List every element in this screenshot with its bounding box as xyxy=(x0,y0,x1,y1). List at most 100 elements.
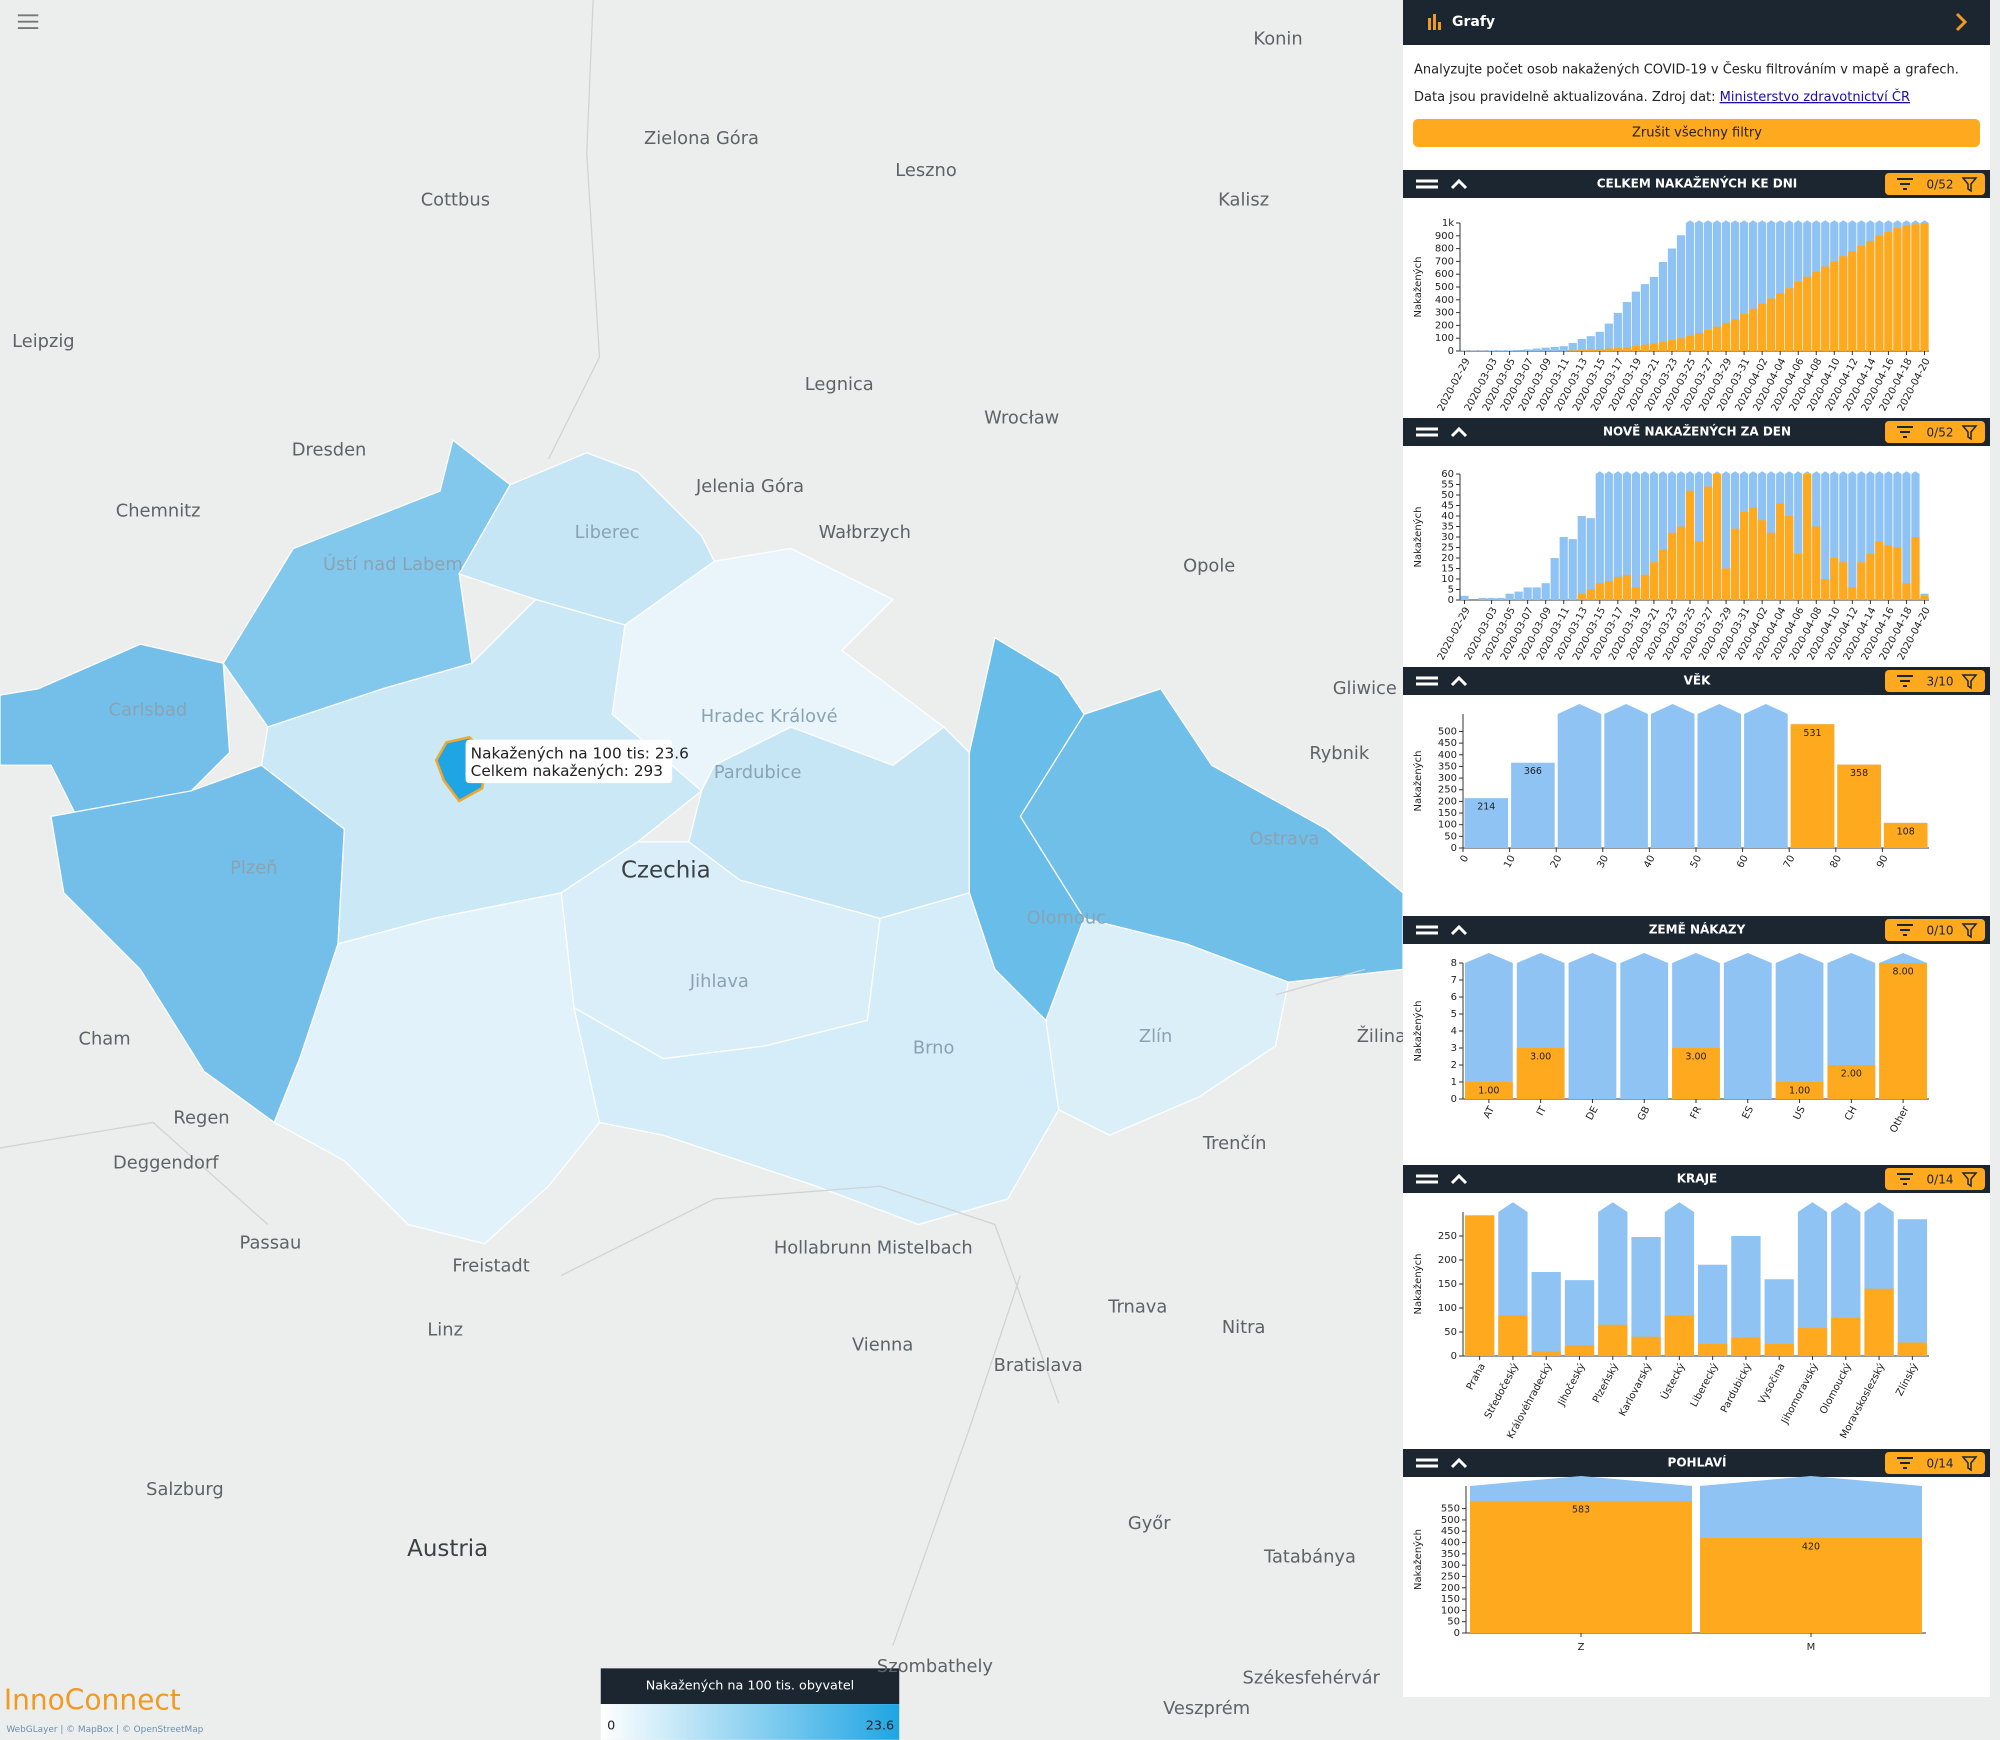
bar[interactable] xyxy=(1739,313,1749,351)
bar[interactable] xyxy=(1883,822,1928,848)
bar[interactable] xyxy=(1622,574,1631,600)
bar[interactable] xyxy=(1598,1202,1628,1356)
bar[interactable] xyxy=(1902,225,1911,351)
bar[interactable] xyxy=(1672,1048,1720,1099)
bar[interactable] xyxy=(1550,346,1559,351)
bar[interactable] xyxy=(1559,537,1568,600)
bar[interactable] xyxy=(1577,516,1586,600)
bar[interactable] xyxy=(1893,547,1902,601)
filter-clear-icon[interactable] xyxy=(1961,1456,1978,1472)
bar[interactable] xyxy=(1866,553,1875,600)
bar[interactable] xyxy=(1568,539,1577,600)
bar[interactable] xyxy=(1676,338,1686,351)
bar[interactable] xyxy=(1465,1215,1495,1356)
bar[interactable] xyxy=(1586,336,1595,351)
bar[interactable] xyxy=(1703,486,1713,600)
bar[interactable] xyxy=(1830,558,1839,600)
bar[interactable] xyxy=(1712,474,1722,600)
bar[interactable] xyxy=(1794,281,1803,351)
bar[interactable] xyxy=(1487,597,1496,600)
drag-handle[interactable] xyxy=(1416,179,1438,189)
bar[interactable] xyxy=(1749,507,1758,600)
bar[interactable] xyxy=(1703,220,1713,351)
bar[interactable] xyxy=(1685,335,1695,351)
bar[interactable] xyxy=(1848,251,1857,351)
filter-icon[interactable] xyxy=(1897,675,1913,687)
clear-filters-label[interactable]: Zrušit všechny filtry xyxy=(1632,126,1762,141)
filter-count[interactable]: 0/14 xyxy=(1927,1173,1954,1187)
bar[interactable] xyxy=(1622,347,1631,351)
collapse-chevron[interactable] xyxy=(1450,1457,1468,1469)
filter-icon[interactable] xyxy=(1897,426,1913,438)
collapse-chevron[interactable] xyxy=(1450,675,1468,687)
bar[interactable] xyxy=(1557,704,1602,848)
bar[interactable] xyxy=(1764,1344,1794,1356)
bar[interactable] xyxy=(1505,593,1514,600)
bar[interactable] xyxy=(1812,271,1821,351)
bar[interactable] xyxy=(1487,350,1496,351)
bar[interactable] xyxy=(1550,558,1559,600)
bar[interactable] xyxy=(1879,963,1927,1099)
filter-count[interactable]: 0/10 xyxy=(1927,924,1954,938)
bar[interactable] xyxy=(1864,1288,1894,1356)
bar[interactable] xyxy=(1803,474,1812,600)
bar[interactable] xyxy=(1685,490,1695,600)
bar[interactable] xyxy=(1875,541,1884,600)
bar[interactable] xyxy=(1767,298,1776,351)
filter-icon[interactable] xyxy=(1897,178,1913,190)
filter-clear-icon[interactable] xyxy=(1961,177,1978,193)
bar[interactable] xyxy=(1721,322,1731,351)
collapse-button[interactable] xyxy=(1955,12,1968,32)
bar[interactable] xyxy=(1613,576,1622,600)
drag-handle[interactable] xyxy=(1416,925,1438,935)
bar[interactable] xyxy=(1776,293,1785,351)
bar[interactable] xyxy=(1911,537,1920,600)
bar[interactable] xyxy=(1694,220,1704,351)
bar[interactable] xyxy=(1884,545,1893,600)
bar[interactable] xyxy=(1577,338,1586,351)
source-link[interactable]: Ministerstvo zdravotnictví ČR xyxy=(1720,89,1910,105)
bar[interactable] xyxy=(1839,562,1848,600)
collapse-chevron[interactable] xyxy=(1450,924,1468,936)
bar[interactable] xyxy=(1568,350,1577,351)
bar[interactable] xyxy=(1604,348,1613,351)
bar[interactable] xyxy=(1613,312,1622,351)
bar[interactable] xyxy=(1523,587,1532,600)
bar[interactable] xyxy=(1911,224,1920,351)
bar[interactable] xyxy=(1613,347,1622,351)
filter-count[interactable]: 0/52 xyxy=(1927,178,1954,192)
bar[interactable] xyxy=(1460,595,1469,600)
bar[interactable] xyxy=(1465,1082,1513,1099)
bar[interactable] xyxy=(1797,1202,1828,1356)
bar[interactable] xyxy=(1559,346,1568,351)
bar[interactable] xyxy=(1640,471,1650,600)
menu-icon[interactable] xyxy=(17,14,39,30)
bar[interactable] xyxy=(1649,277,1659,351)
bar[interactable] xyxy=(1631,291,1640,351)
bar[interactable] xyxy=(1604,323,1613,351)
bar[interactable] xyxy=(1664,1315,1694,1356)
bar[interactable] xyxy=(1749,308,1758,351)
bar[interactable] xyxy=(1650,704,1695,848)
bar[interactable] xyxy=(1730,528,1740,600)
bar[interactable] xyxy=(1776,503,1785,600)
bar[interactable] xyxy=(1694,541,1704,600)
bar[interactable] xyxy=(1764,1279,1794,1356)
bar[interactable] xyxy=(1586,349,1595,351)
bar[interactable] xyxy=(1790,724,1835,848)
bar[interactable] xyxy=(1794,553,1803,600)
bar[interactable] xyxy=(1604,704,1648,848)
drag-handle[interactable] xyxy=(1416,1174,1438,1184)
bar[interactable] xyxy=(1658,549,1668,600)
bar[interactable] xyxy=(1631,1236,1661,1356)
bar[interactable] xyxy=(1496,350,1505,351)
bar[interactable] xyxy=(1821,471,1830,600)
bar[interactable] xyxy=(1767,532,1776,600)
bar[interactable] xyxy=(1698,1264,1728,1356)
bar[interactable] xyxy=(1465,953,1513,1099)
bar[interactable] xyxy=(1631,1336,1661,1356)
filter-clear-icon[interactable] xyxy=(1961,425,1978,441)
bar[interactable] xyxy=(1831,1317,1861,1356)
bar[interactable] xyxy=(1498,1315,1528,1356)
bar[interactable] xyxy=(1744,704,1788,848)
